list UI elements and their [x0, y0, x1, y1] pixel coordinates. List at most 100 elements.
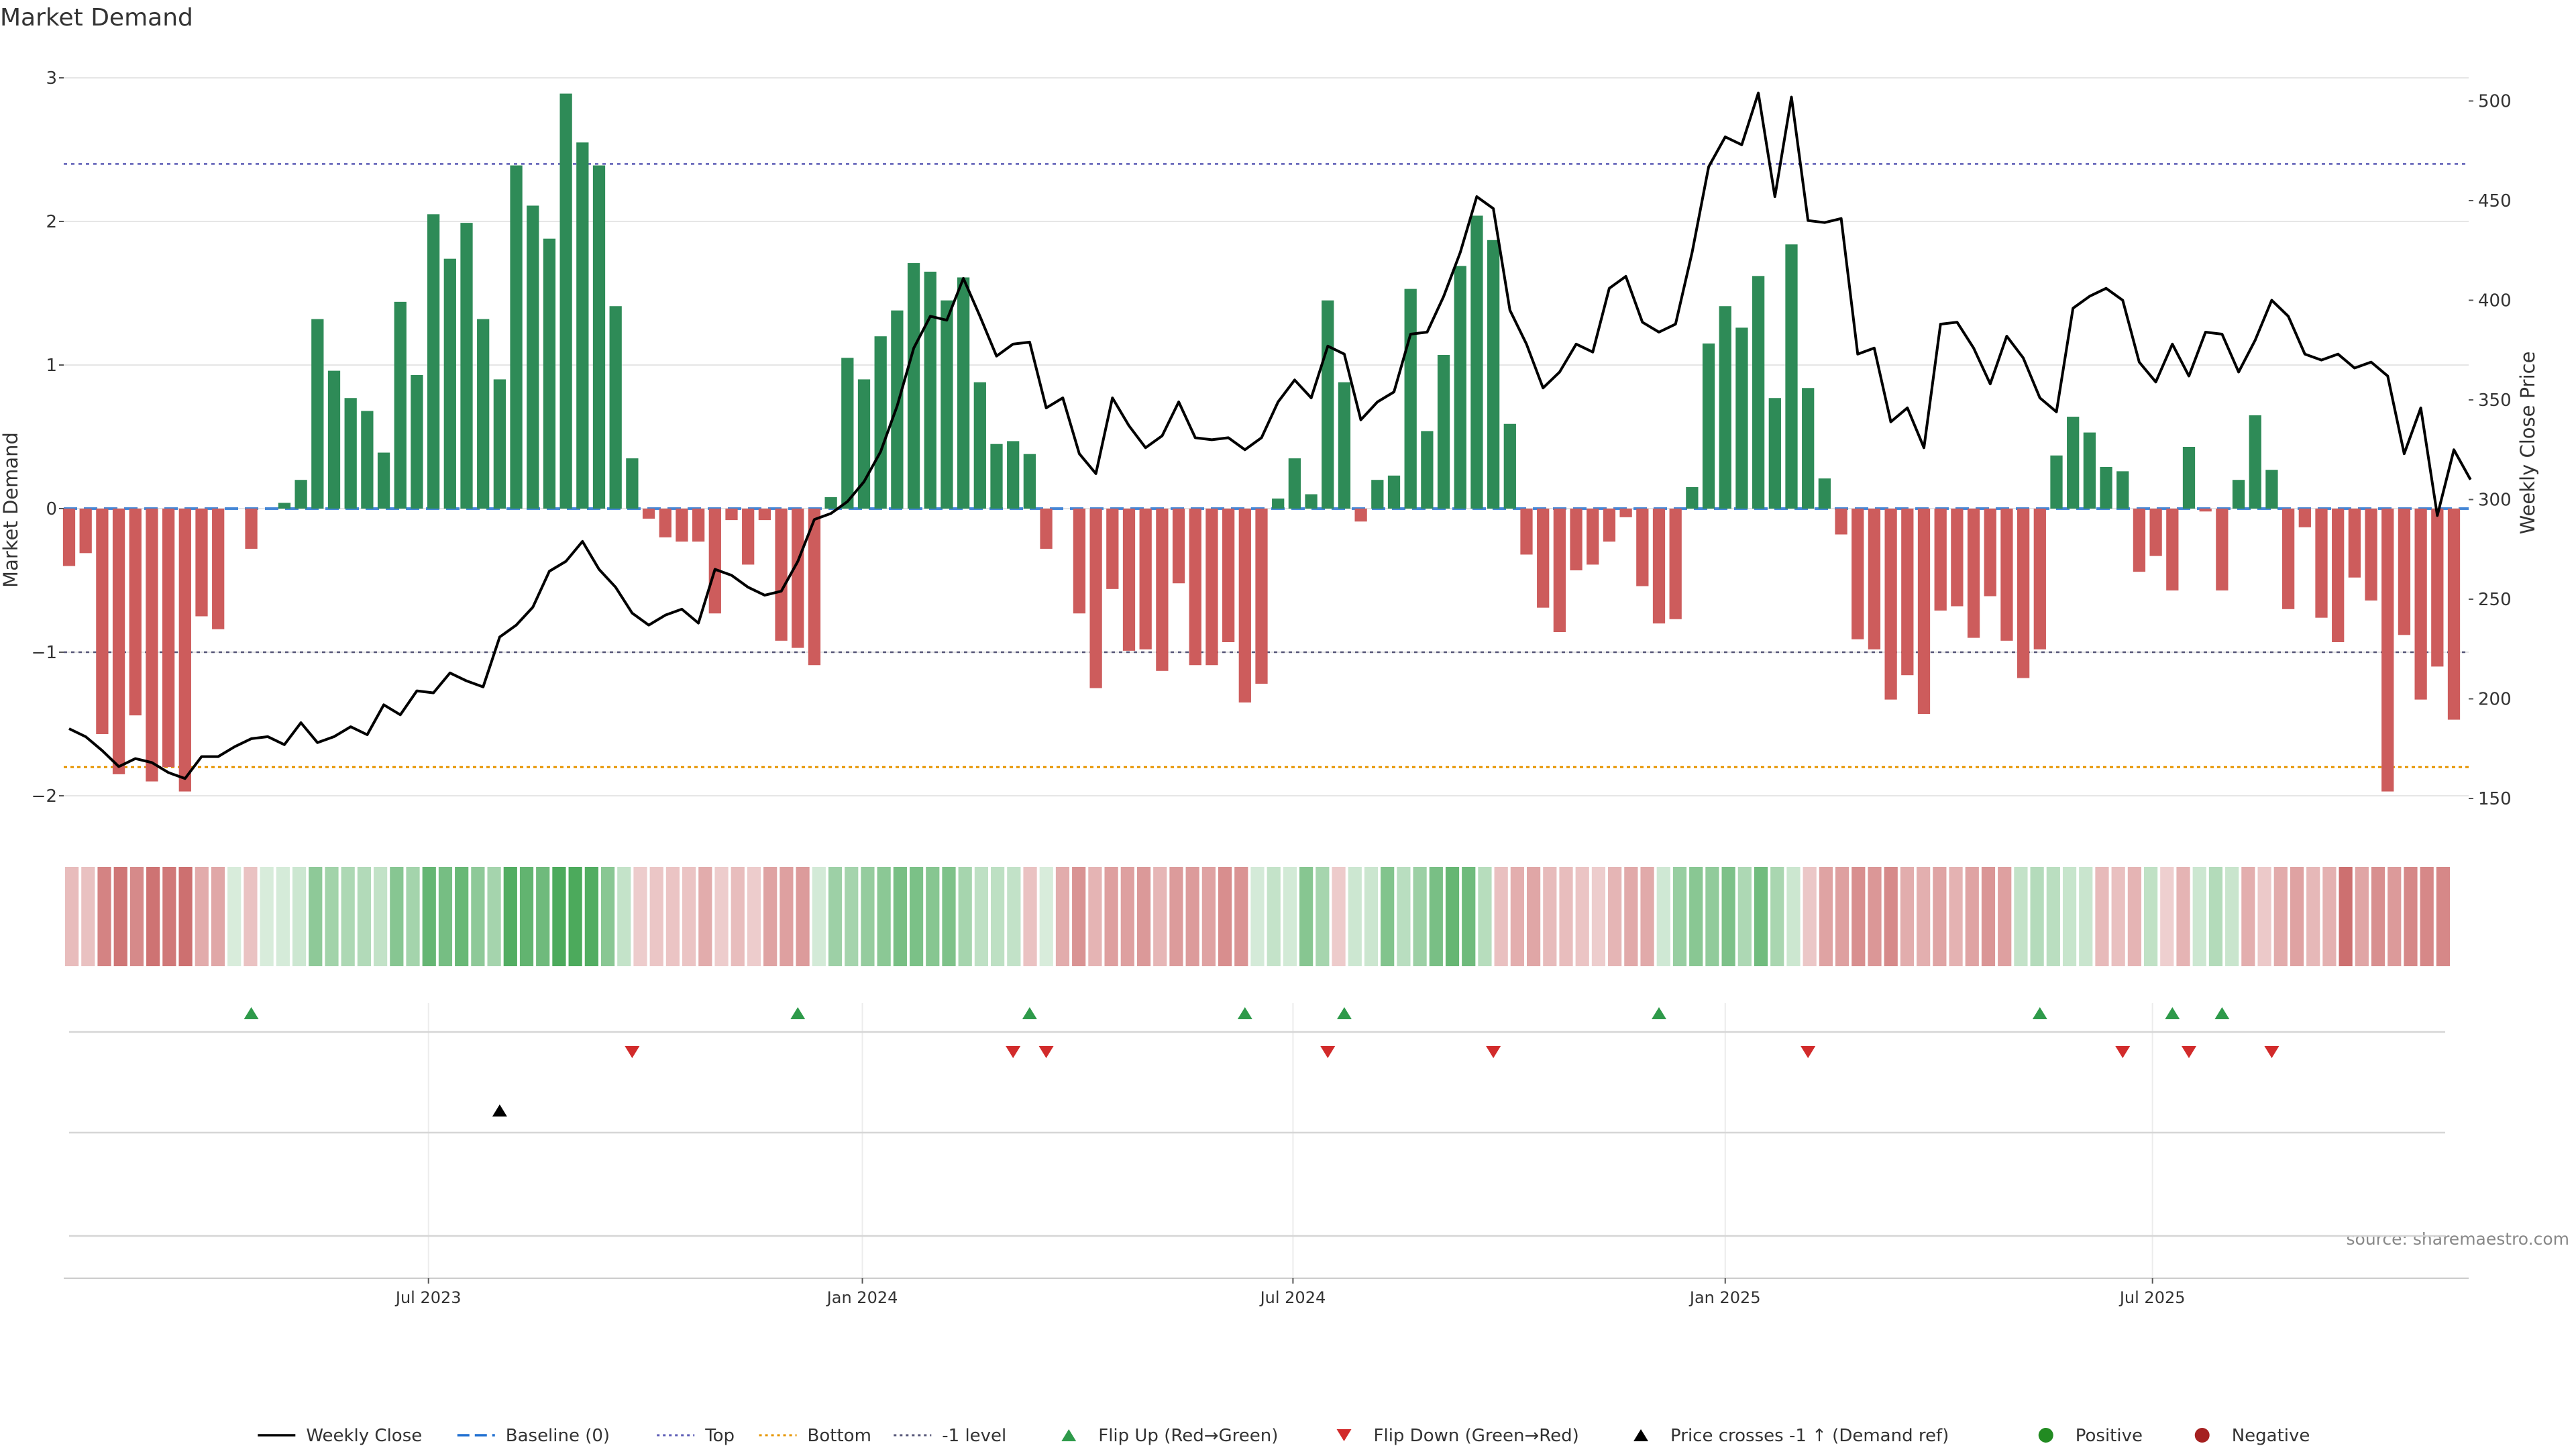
demand-bar	[2365, 509, 2377, 601]
heat-cell	[1835, 867, 1849, 966]
heat-cell	[1624, 867, 1638, 966]
demand-bar	[2265, 470, 2278, 509]
heat-cell	[633, 867, 647, 966]
heat-cell	[1770, 867, 1784, 966]
right-tick-label: 300	[2478, 490, 2512, 511]
heat-cell	[1526, 867, 1541, 966]
demand-bar	[1587, 509, 1599, 565]
demand-bar	[626, 458, 639, 509]
flip-up-marker	[2214, 1007, 2230, 1019]
demand-bar	[1553, 509, 1566, 633]
heat-cell	[390, 867, 404, 966]
demand-bar	[2381, 509, 2394, 792]
demand-bar	[2067, 417, 2080, 509]
x-tick-label: Jul 2025	[2118, 1288, 2186, 1307]
demand-bar	[2017, 509, 2030, 678]
demand-bar	[559, 93, 572, 509]
heat-cell	[1640, 867, 1654, 966]
heat-cell	[162, 867, 176, 966]
heat-cell	[2290, 867, 2304, 966]
heat-cell	[1721, 867, 1735, 966]
heat-cell	[1234, 867, 1248, 966]
heat-cell	[942, 867, 956, 966]
flip-up-marker	[1336, 1007, 1352, 1019]
heat-cell	[1868, 867, 1882, 966]
demand-bar	[792, 509, 804, 648]
heat-cell	[796, 867, 810, 966]
demand-bar	[294, 480, 307, 509]
heat-cell	[1917, 867, 1931, 966]
demand-bar	[2033, 509, 2046, 650]
left-tick-label: 0	[46, 499, 57, 519]
demand-bar	[1901, 509, 1914, 676]
legend-up-marker	[1061, 1429, 1077, 1441]
demand-bar	[1272, 499, 1285, 509]
demand-bar	[327, 370, 341, 509]
demand-bar	[1570, 509, 1582, 571]
demand-bar	[129, 509, 142, 716]
heat-cell	[1754, 867, 1768, 966]
heat-cell	[1543, 867, 1557, 966]
right-axis-label: Weekly Close Price	[2516, 352, 2539, 535]
heat-cell	[2225, 867, 2239, 966]
heat-cell	[1429, 867, 1443, 966]
demand-bar	[957, 277, 970, 509]
heat-cell	[1705, 867, 1719, 966]
legend-label: -1 level	[942, 1426, 1006, 1446]
demand-bar	[146, 509, 158, 782]
demand-bar	[96, 509, 109, 734]
heat-cell	[1169, 867, 1183, 966]
demand-bar	[676, 509, 688, 542]
heat-cell	[178, 867, 193, 966]
demand-bar	[907, 263, 920, 509]
demand-bar	[1371, 480, 1384, 509]
demand-bar	[2116, 471, 2129, 509]
demand-bar	[62, 509, 76, 566]
demand-bar	[1007, 441, 1020, 509]
flip-down-marker	[1006, 1046, 1021, 1058]
demand-bar	[2199, 509, 2212, 512]
demand-bar	[2083, 432, 2096, 509]
demand-bar	[1802, 388, 1815, 509]
demand-bar	[1338, 382, 1351, 509]
heat-cell	[438, 867, 453, 966]
legend-label: Top	[704, 1426, 735, 1446]
left-tick-label: 1	[46, 356, 57, 376]
demand-bar	[2414, 509, 2427, 700]
right-tick-label: 400	[2478, 291, 2512, 311]
demand-bar	[692, 509, 705, 542]
demand-bar	[1851, 509, 1864, 639]
heat-cell	[1007, 867, 1021, 966]
heat-cell	[1462, 867, 1476, 966]
demand-bar	[394, 301, 407, 509]
demand-bar	[1387, 475, 1401, 509]
legend-label: Weekly Close	[306, 1426, 422, 1446]
demand-bar	[1503, 423, 1516, 509]
demand-bar	[1421, 431, 1434, 509]
heat-cell	[519, 867, 534, 966]
legend-label: Bottom	[808, 1426, 871, 1446]
heat-cell	[1949, 867, 1963, 966]
demand-bar	[527, 205, 539, 509]
demand-bar	[1951, 509, 1964, 607]
heat-cell	[828, 867, 843, 966]
right-tick-label: 350	[2478, 391, 2512, 411]
heat-cell	[146, 867, 160, 966]
demand-bar	[1917, 509, 1931, 715]
flip-down-marker	[1486, 1046, 1501, 1058]
heat-cell	[227, 867, 241, 966]
heat-cell	[2306, 867, 2320, 966]
left-axis-label: Market Demand	[0, 432, 22, 588]
demand-bar	[1454, 266, 1466, 509]
demand-bar	[344, 398, 357, 509]
demand-bar	[411, 374, 423, 509]
demand-bar	[1172, 509, 1185, 584]
demand-bar	[361, 411, 374, 509]
legend-down-marker	[1336, 1429, 1352, 1441]
heat-cell	[1201, 867, 1216, 966]
heat-cell	[1786, 867, 1801, 966]
heat-cell	[1591, 867, 1606, 966]
heat-cell	[97, 867, 111, 966]
demand-bar	[1139, 509, 1152, 650]
